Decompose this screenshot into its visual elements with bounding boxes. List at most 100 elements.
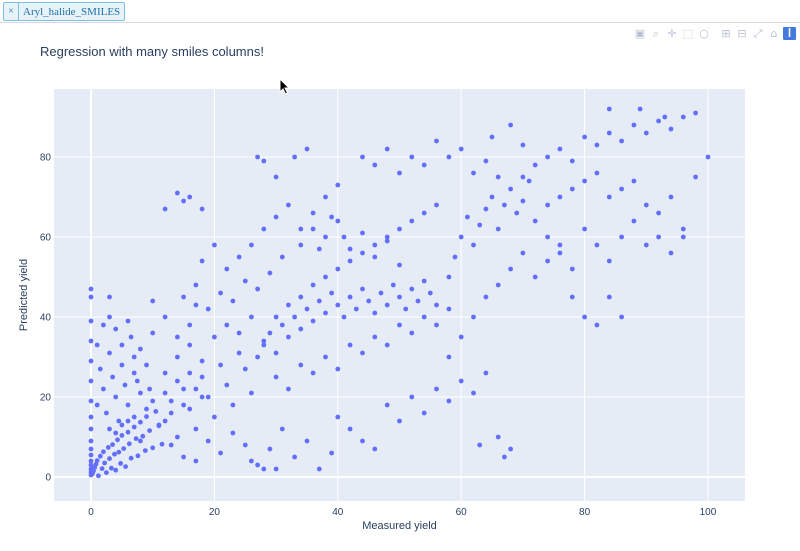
data-point[interactable] <box>175 354 180 360</box>
data-point[interactable] <box>261 342 267 348</box>
data-point[interactable] <box>150 330 156 336</box>
data-point[interactable] <box>421 278 427 284</box>
data-point[interactable] <box>477 222 483 228</box>
data-point[interactable] <box>88 462 94 468</box>
data-point[interactable] <box>162 390 168 396</box>
data-point[interactable] <box>153 409 159 414</box>
data-point[interactable] <box>557 146 563 152</box>
data-point[interactable] <box>446 274 452 280</box>
data-point[interactable] <box>366 298 372 304</box>
data-point[interactable] <box>335 414 341 420</box>
data-point[interactable] <box>372 242 378 248</box>
data-point[interactable] <box>323 354 328 360</box>
data-point[interactable] <box>502 202 507 208</box>
data-point[interactable] <box>138 390 143 396</box>
data-point[interactable] <box>193 386 199 392</box>
data-point[interactable] <box>193 282 199 288</box>
box-select-icon[interactable]: ⬚ <box>682 26 694 40</box>
data-point[interactable] <box>323 194 328 200</box>
data-point[interactable] <box>147 428 153 433</box>
data-point[interactable] <box>372 254 378 260</box>
data-point[interactable] <box>279 322 285 328</box>
data-point[interactable] <box>606 294 612 300</box>
data-point[interactable] <box>168 398 174 404</box>
data-point[interactable] <box>249 458 254 464</box>
data-point[interactable] <box>323 274 328 280</box>
reset-axes-icon[interactable]: ⌂ <box>770 26 778 40</box>
data-point[interactable] <box>298 226 304 232</box>
data-point[interactable] <box>643 130 649 136</box>
data-point[interactable] <box>532 218 538 224</box>
data-point[interactable] <box>434 302 439 308</box>
data-point[interactable] <box>520 142 526 148</box>
data-point[interactable] <box>606 130 612 136</box>
data-point[interactable] <box>97 366 103 372</box>
data-point[interactable] <box>236 330 242 336</box>
data-point[interactable] <box>131 424 137 430</box>
data-point[interactable] <box>109 465 114 471</box>
data-point[interactable] <box>452 254 458 260</box>
data-point[interactable] <box>372 310 378 316</box>
data-point[interactable] <box>631 122 637 128</box>
data-point[interactable] <box>286 202 291 208</box>
data-point[interactable] <box>292 454 297 460</box>
data-point[interactable] <box>421 314 427 320</box>
data-point[interactable] <box>434 202 439 208</box>
data-point[interactable] <box>249 390 254 396</box>
data-point[interactable] <box>242 366 248 372</box>
data-point[interactable] <box>162 418 168 424</box>
data-point[interactable] <box>273 314 279 320</box>
data-point[interactable] <box>397 262 402 268</box>
data-point[interactable] <box>279 426 285 432</box>
data-point[interactable] <box>181 198 187 204</box>
data-point[interactable] <box>88 318 94 324</box>
data-point[interactable] <box>125 318 131 324</box>
data-point[interactable] <box>458 146 464 152</box>
data-point[interactable] <box>335 218 341 224</box>
data-point[interactable] <box>110 442 115 447</box>
data-point[interactable] <box>193 426 199 432</box>
data-point[interactable] <box>125 402 131 408</box>
data-point[interactable] <box>110 374 115 380</box>
data-point[interactable] <box>427 290 433 296</box>
data-point[interactable] <box>619 314 624 320</box>
data-point[interactable] <box>116 449 122 455</box>
data-point[interactable] <box>205 438 211 444</box>
data-point[interactable] <box>557 250 563 256</box>
data-point[interactable] <box>594 142 600 148</box>
data-point[interactable] <box>483 206 489 212</box>
data-point[interactable] <box>88 294 94 300</box>
data-point[interactable] <box>656 234 661 240</box>
autoscale-icon[interactable]: ⤢ <box>753 26 763 40</box>
data-point[interactable] <box>668 126 674 132</box>
data-point[interactable] <box>230 430 236 436</box>
data-point[interactable] <box>360 350 365 356</box>
data-point[interactable] <box>230 298 236 304</box>
data-point[interactable] <box>483 294 489 300</box>
data-point[interactable] <box>384 146 390 152</box>
data-point[interactable] <box>532 162 538 168</box>
data-point[interactable] <box>292 314 297 320</box>
data-point[interactable] <box>242 442 248 448</box>
data-point[interactable] <box>236 350 242 356</box>
data-point[interactable] <box>218 290 224 296</box>
data-point[interactable] <box>526 178 532 184</box>
data-point[interactable] <box>606 194 612 200</box>
data-point[interactable] <box>131 370 137 376</box>
data-point[interactable] <box>310 282 316 288</box>
camera-icon[interactable]: ▣ <box>634 26 646 40</box>
data-point[interactable] <box>181 386 187 392</box>
data-point[interactable] <box>162 314 168 320</box>
data-point[interactable] <box>557 242 563 248</box>
data-point[interactable] <box>128 334 134 340</box>
data-point[interactable] <box>310 318 316 324</box>
data-point[interactable] <box>199 206 205 212</box>
data-point[interactable] <box>187 342 193 348</box>
data-point[interactable] <box>619 138 624 144</box>
data-point[interactable] <box>384 234 390 240</box>
data-point[interactable] <box>168 442 174 448</box>
data-point[interactable] <box>705 154 711 160</box>
data-point[interactable] <box>347 342 353 348</box>
data-point[interactable] <box>693 110 698 116</box>
data-point[interactable] <box>273 174 279 180</box>
